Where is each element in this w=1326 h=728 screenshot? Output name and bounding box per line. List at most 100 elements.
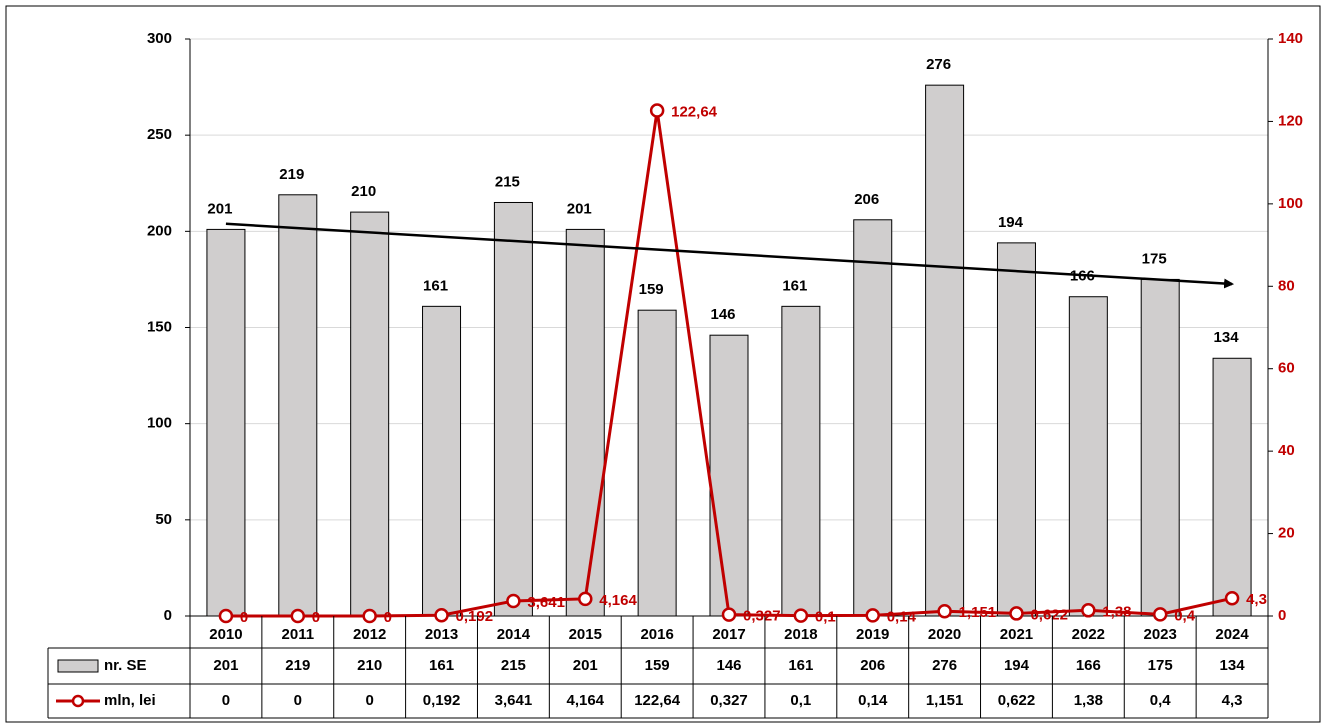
legend-label: nr. SE bbox=[104, 657, 147, 674]
line-point bbox=[1224, 591, 1240, 606]
table-cell: 210 bbox=[357, 657, 382, 674]
line-point bbox=[218, 608, 234, 624]
bar-value-label: 146 bbox=[710, 306, 735, 323]
x-tick-label: 2013 bbox=[425, 626, 458, 643]
line-value-label: 4,3 bbox=[1246, 591, 1267, 608]
x-tick-label: 2010 bbox=[209, 626, 242, 643]
line-value-label: 0,327 bbox=[743, 608, 781, 625]
bar-value-label: 219 bbox=[279, 166, 304, 183]
bar bbox=[493, 201, 533, 617]
x-tick-label: 2015 bbox=[569, 626, 602, 643]
line-point bbox=[937, 604, 952, 619]
bar bbox=[1140, 278, 1180, 617]
line-point bbox=[1009, 606, 1024, 621]
line-value-label: 3,641 bbox=[527, 594, 565, 611]
line-value-label: 0,192 bbox=[456, 608, 494, 625]
table-cell: 175 bbox=[1148, 657, 1173, 674]
bar bbox=[996, 242, 1036, 617]
table-cell: 161 bbox=[788, 657, 813, 674]
x-tick-label: 2014 bbox=[497, 626, 531, 643]
line-value-label: 1,38 bbox=[1102, 603, 1131, 620]
table-cell: 0 bbox=[365, 692, 373, 709]
chart-border bbox=[5, 5, 1321, 723]
y-tick-label: 300 bbox=[147, 30, 172, 47]
x-tick-label: 2012 bbox=[353, 626, 386, 643]
table-cell: 215 bbox=[501, 657, 526, 674]
bar bbox=[565, 228, 605, 617]
line-value-label: 0,1 bbox=[815, 609, 836, 626]
bar-value-label: 161 bbox=[423, 277, 448, 294]
y2-tick-label: 100 bbox=[1278, 195, 1303, 212]
x-tick-label: 2020 bbox=[928, 626, 961, 643]
x-tick-label: 2019 bbox=[856, 626, 889, 643]
line-value-label: 0 bbox=[240, 609, 248, 626]
bar bbox=[278, 194, 318, 617]
bar-value-label: 201 bbox=[567, 200, 592, 217]
table-cell: 1,151 bbox=[926, 692, 964, 709]
table-cell: 276 bbox=[932, 657, 957, 674]
x-tick-label: 2016 bbox=[640, 626, 673, 643]
line-point bbox=[578, 591, 593, 607]
table-cell: 206 bbox=[860, 657, 885, 674]
line-point bbox=[1152, 607, 1168, 622]
table-cell: 122,64 bbox=[634, 692, 681, 709]
legend-swatch bbox=[57, 659, 99, 673]
line-value-label: 0,14 bbox=[887, 608, 917, 625]
line-point bbox=[793, 608, 809, 623]
table-cell: 146 bbox=[716, 657, 741, 674]
bar-value-label: 210 bbox=[351, 183, 376, 200]
line-point bbox=[649, 103, 665, 118]
table-cell: 3,641 bbox=[495, 692, 533, 709]
y2-tick-label: 80 bbox=[1278, 277, 1295, 294]
y-tick-label: 150 bbox=[147, 318, 172, 335]
bar-value-label: 161 bbox=[782, 277, 807, 294]
table-cell: 194 bbox=[1004, 657, 1030, 674]
line-value-label: 0 bbox=[384, 609, 392, 626]
line-value-label: 1,151 bbox=[959, 604, 997, 621]
x-tick-label: 2011 bbox=[282, 626, 315, 643]
bar-value-label: 194 bbox=[998, 214, 1024, 231]
x-tick-label: 2017 bbox=[712, 626, 745, 643]
table-cell: 159 bbox=[645, 657, 670, 674]
table-cell: 0,327 bbox=[710, 692, 748, 709]
y-tick-label: 0 bbox=[164, 607, 172, 624]
table-cell: 166 bbox=[1076, 657, 1101, 674]
table-cell: 0,192 bbox=[423, 692, 461, 709]
bar bbox=[637, 309, 677, 617]
line-point bbox=[506, 593, 521, 609]
line-point bbox=[865, 608, 880, 623]
x-tick-label: 2024 bbox=[1215, 626, 1249, 643]
table-cell: 0,14 bbox=[858, 692, 888, 709]
line-value-label: 0,4 bbox=[1174, 607, 1196, 624]
bar-value-label: 201 bbox=[207, 200, 232, 217]
y2-tick-label: 140 bbox=[1278, 30, 1303, 47]
bar-value-label: 134 bbox=[1214, 329, 1240, 346]
table-cell: 134 bbox=[1220, 657, 1246, 674]
bar bbox=[1068, 296, 1108, 617]
table-cell: 0 bbox=[222, 692, 230, 709]
x-tick-label: 2022 bbox=[1072, 626, 1105, 643]
line-value-label: 0 bbox=[312, 609, 320, 626]
bar bbox=[350, 211, 390, 617]
table-cell: 0 bbox=[294, 692, 302, 709]
line-value-label: 122,64 bbox=[671, 104, 718, 121]
x-tick-label: 2023 bbox=[1144, 626, 1177, 643]
y-tick-label: 100 bbox=[147, 415, 172, 432]
y-tick-label: 50 bbox=[155, 511, 172, 528]
bar-value-label: 276 bbox=[926, 56, 951, 73]
bar-value-label: 159 bbox=[639, 281, 664, 298]
y2-tick-label: 20 bbox=[1278, 525, 1295, 542]
bar bbox=[422, 305, 462, 617]
table-cell: 0,622 bbox=[998, 692, 1036, 709]
table-cell: 4,164 bbox=[566, 692, 604, 709]
table-cell: 0,1 bbox=[790, 692, 811, 709]
bar-value-label: 206 bbox=[854, 191, 879, 208]
x-tick-label: 2018 bbox=[784, 626, 817, 643]
y2-tick-label: 120 bbox=[1278, 112, 1303, 129]
y-tick-label: 200 bbox=[147, 222, 172, 239]
table-cell: 0,4 bbox=[1150, 692, 1172, 709]
bar-value-label: 215 bbox=[495, 173, 520, 190]
line-point bbox=[434, 607, 449, 623]
table-cell: 201 bbox=[213, 657, 238, 674]
